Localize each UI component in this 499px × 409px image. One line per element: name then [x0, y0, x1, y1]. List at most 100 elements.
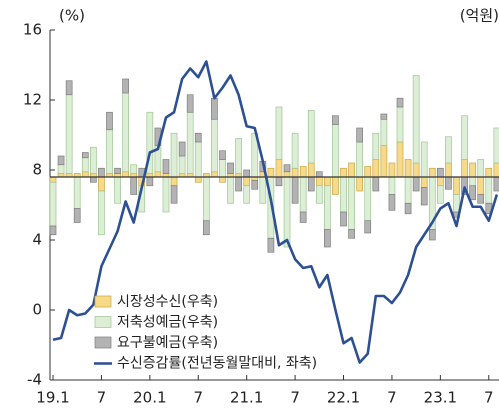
legend-label: 시장성수신(우축): [117, 294, 218, 310]
bar: [146, 176, 154, 187]
bar: [493, 176, 499, 192]
bar: [388, 194, 396, 211]
bar: [324, 176, 331, 187]
bar: [178, 141, 186, 157]
bar: [307, 110, 315, 164]
bar: [332, 124, 339, 178]
bar: [348, 162, 355, 178]
bar: [98, 190, 105, 236]
bar: [259, 176, 267, 204]
legend-label: 저축성예금(우축): [117, 315, 218, 331]
bar: [106, 111, 113, 131]
bar: [81, 152, 89, 159]
bar: [89, 146, 97, 174]
y2-axis-label: (억원): [460, 7, 499, 25]
bar: [299, 166, 307, 178]
bar: [211, 97, 218, 120]
bar: [412, 176, 420, 192]
bar: [275, 106, 283, 160]
bar: [98, 176, 105, 192]
bar: [146, 111, 154, 174]
bar: [267, 167, 275, 178]
bar: [396, 97, 404, 108]
bar: [388, 162, 396, 178]
legend-swatch: [94, 316, 112, 328]
bar: [356, 141, 364, 178]
legend-swatch: [94, 295, 112, 308]
bar: [227, 176, 234, 204]
bar: [130, 176, 138, 195]
bar: [315, 171, 323, 178]
bar: [291, 132, 299, 169]
bar: [404, 159, 412, 178]
bar: [283, 176, 291, 248]
bar: [485, 167, 493, 178]
bar: [412, 75, 420, 164]
legend-swatch: [94, 336, 112, 349]
bar: [420, 187, 428, 206]
bar: [291, 176, 299, 204]
bar: [81, 171, 89, 178]
legend-label: 요구불예금(우축): [117, 335, 218, 351]
bar: [243, 169, 251, 178]
bar: [364, 166, 372, 178]
x-tick-label: 7: [387, 389, 397, 407]
bar: [428, 229, 436, 241]
y-tick-label: -4: [27, 371, 42, 389]
bar: [211, 171, 218, 178]
bar: [154, 171, 162, 178]
x-tick-label: 22.1: [327, 389, 360, 407]
x-tick-label: 20.1: [133, 389, 166, 407]
bar: [299, 176, 307, 213]
bar: [348, 229, 355, 239]
bar: [202, 220, 210, 236]
bar: [98, 167, 105, 178]
bar: [477, 194, 485, 204]
bar: [283, 171, 291, 178]
bar: [469, 185, 476, 201]
bar: [469, 162, 476, 178]
bar: [428, 167, 436, 178]
bar: [477, 159, 485, 178]
bar: [170, 176, 178, 187]
bar: [437, 185, 444, 204]
bar: [485, 176, 493, 204]
bar: [437, 176, 444, 187]
bar: [267, 237, 275, 253]
bar: [170, 185, 178, 204]
bar: [493, 162, 499, 178]
bar: [235, 138, 242, 174]
bar: [49, 225, 57, 236]
x-tick-label: 7: [484, 389, 494, 407]
x-tick-label: 7: [193, 389, 203, 407]
bar: [340, 167, 347, 178]
bar: [162, 176, 170, 213]
bar: [372, 159, 380, 178]
bar: [315, 185, 323, 204]
bar: [243, 176, 251, 187]
line: [52, 60, 499, 364]
legend-label: 수신증감률(전년동월말대비, 좌축): [117, 356, 317, 372]
bar: [73, 176, 81, 209]
bar: [49, 181, 57, 227]
bar: [251, 180, 259, 190]
bar: [65, 94, 73, 174]
bar: [49, 176, 57, 183]
bar: [340, 176, 347, 213]
bar: [275, 159, 283, 178]
bar: [348, 176, 355, 230]
bar: [122, 78, 129, 94]
bar: [493, 127, 499, 164]
bar: [445, 176, 452, 190]
bar: [364, 176, 372, 222]
x-tick-label: 21.1: [230, 389, 263, 407]
bar: [332, 176, 339, 195]
bar: [194, 132, 202, 143]
bar: [324, 229, 331, 248]
x-tick-label: 19.1: [36, 389, 69, 407]
bar: [307, 176, 315, 192]
bar: [122, 171, 129, 178]
bar: [57, 155, 65, 166]
x-tick-label: 23.1: [424, 389, 457, 407]
